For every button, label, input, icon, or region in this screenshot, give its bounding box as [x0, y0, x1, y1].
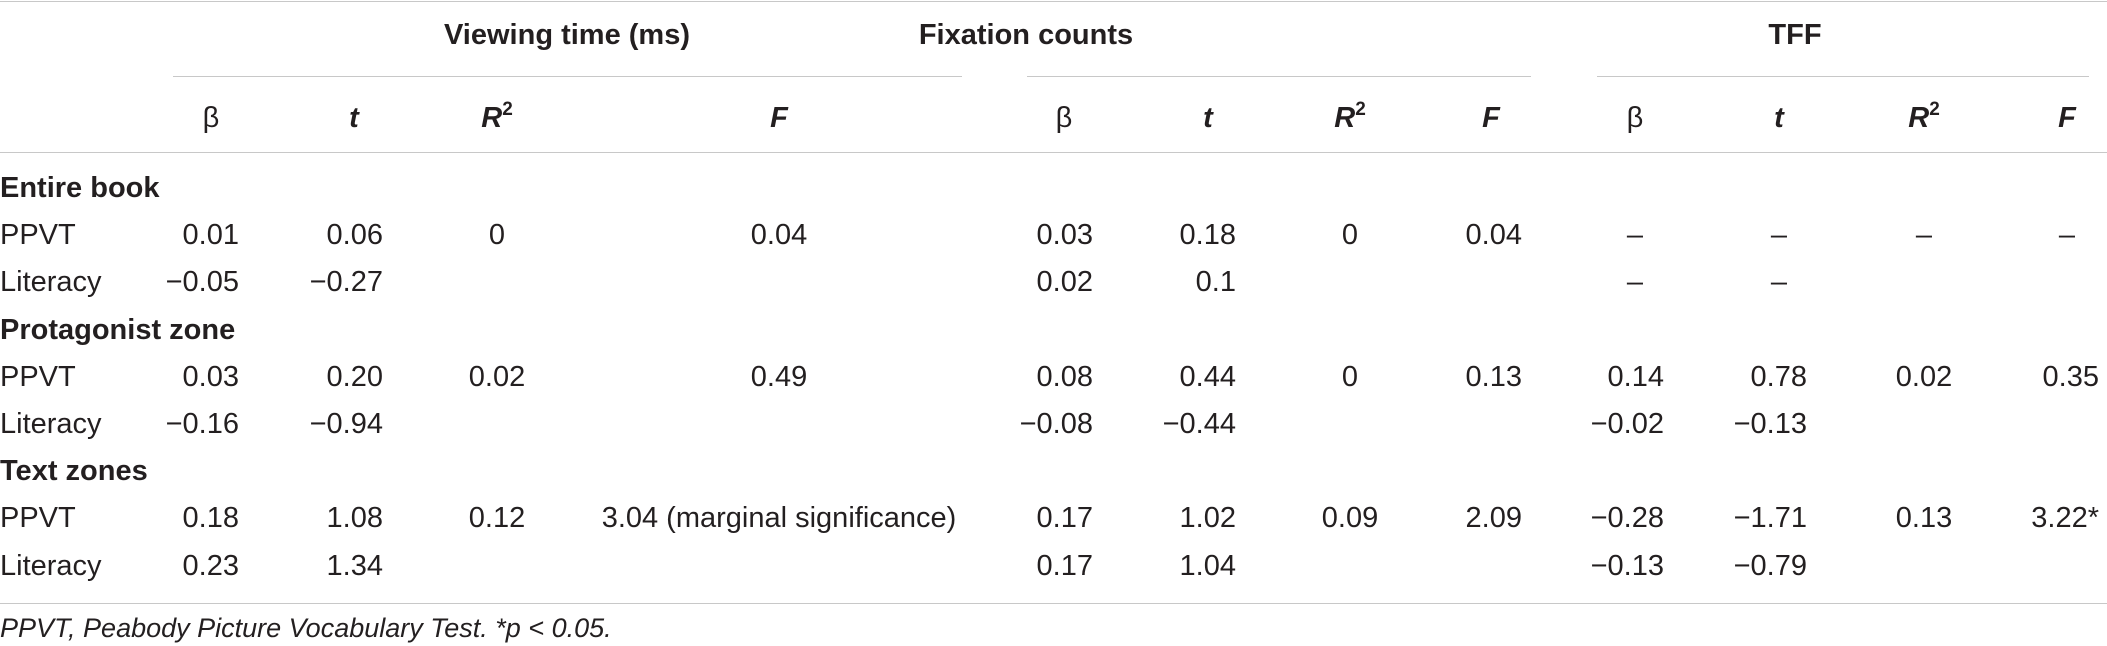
- table-cell: –: [1626, 266, 1644, 298]
- header-bottom-rule: [0, 152, 2107, 153]
- table-cell: 0.06: [326, 219, 383, 251]
- column-header-beta: β: [1626, 102, 1644, 134]
- group-header-tff: TFF: [1768, 19, 1822, 51]
- table-cell: 0: [1341, 219, 1359, 251]
- row-label: PPVT: [0, 219, 76, 251]
- table-cell: 1.04: [1179, 550, 1236, 582]
- table-cell: 0.08: [1036, 361, 1093, 393]
- table-cell: –: [1915, 219, 1933, 251]
- table-cell: 1.02: [1179, 502, 1236, 534]
- table-cell: 0.49: [750, 361, 808, 393]
- table-cell: –: [1770, 219, 1788, 251]
- table-cell: 0.04: [750, 219, 808, 251]
- table-cell: 0.20: [326, 361, 383, 393]
- table-cell: −1.71: [1733, 502, 1807, 534]
- table-cell: 0.04: [1465, 219, 1522, 251]
- row-label: Literacy: [0, 408, 102, 440]
- column-header-beta: β: [1055, 102, 1073, 134]
- table-cell: 0.09: [1321, 502, 1379, 534]
- table-cell: 0: [1341, 361, 1359, 393]
- table-cell: 0.02: [1895, 361, 1953, 393]
- table-cell: 0.02: [468, 361, 526, 393]
- row-label: PPVT: [0, 502, 76, 534]
- table-cell: 0.13: [1465, 361, 1522, 393]
- column-header-f: F: [770, 102, 788, 134]
- table-cell: 2.09: [1465, 502, 1522, 534]
- section-title: Text zones: [0, 455, 148, 487]
- table-cell: −0.08: [1019, 408, 1093, 440]
- table-cell: 0.18: [182, 502, 239, 534]
- column-header-beta: β: [202, 102, 220, 134]
- column-header-r-squared: R2: [1334, 99, 1366, 134]
- table-bottom-rule: [0, 603, 2107, 604]
- table-cell: 0.01: [182, 219, 239, 251]
- column-header-r-squared: R2: [481, 99, 513, 134]
- table-cell: 0.02: [1036, 266, 1093, 298]
- table-cell: –: [2058, 219, 2076, 251]
- table-cell: 0.17: [1036, 550, 1093, 582]
- group-header-fixation-counts: Fixation counts: [918, 19, 1134, 51]
- table-cell: 0.17: [1036, 502, 1093, 534]
- column-header-f: F: [1482, 102, 1500, 134]
- table-footnote: PPVT, Peabody Picture Vocabulary Test. *…: [0, 613, 612, 643]
- table-cell: 0.03: [182, 361, 239, 393]
- group-underline-viewing: [173, 76, 962, 77]
- table-cell: −0.44: [1162, 408, 1236, 440]
- row-label: Literacy: [0, 550, 102, 582]
- row-label: PPVT: [0, 361, 76, 393]
- table-cell: −0.13: [1590, 550, 1664, 582]
- table-cell: 0.13: [1895, 502, 1953, 534]
- table-cell: 0.44: [1179, 361, 1236, 393]
- table-cell: –: [1626, 219, 1644, 251]
- group-underline-tff: [1597, 76, 2089, 77]
- table-cell: −0.16: [165, 408, 239, 440]
- table-cell: 0.78: [1750, 361, 1807, 393]
- table-cell: 3.04 (marginal significance): [601, 502, 957, 534]
- table-cell: 0.1: [1195, 266, 1236, 298]
- table-cell: 1.08: [326, 502, 383, 534]
- table-cell: 0: [488, 219, 506, 251]
- table-cell: −0.94: [309, 408, 383, 440]
- column-header-t: t: [349, 102, 359, 134]
- table-cell: −0.28: [1590, 502, 1664, 534]
- table-cell: 0.14: [1607, 361, 1664, 393]
- table-cell: 0.23: [182, 550, 239, 582]
- table-cell: −0.02: [1590, 408, 1664, 440]
- column-header-t: t: [1203, 102, 1213, 134]
- table-cell: 0.35: [2042, 361, 2099, 393]
- section-title: Protagonist zone: [0, 314, 236, 346]
- table-cell: 0.03: [1036, 219, 1093, 251]
- column-header-f: F: [2058, 102, 2076, 134]
- section-title: Entire book: [0, 172, 160, 204]
- row-label: Literacy: [0, 266, 102, 298]
- table-cell: −0.79: [1733, 550, 1807, 582]
- column-header-t: t: [1774, 102, 1784, 134]
- table-top-rule: [0, 1, 2107, 2]
- group-underline-fixation: [1027, 76, 1531, 77]
- table-cell: –: [1770, 266, 1788, 298]
- table-cell: 1.34: [326, 550, 383, 582]
- table-cell: 3.22*: [2031, 502, 2099, 534]
- group-header-viewing-time: Viewing time (ms): [443, 19, 691, 51]
- table-cell: 0.12: [468, 502, 526, 534]
- table-cell: −0.05: [165, 266, 239, 298]
- table-cell: −0.27: [309, 266, 383, 298]
- table-cell: −0.13: [1733, 408, 1807, 440]
- column-header-r-squared: R2: [1908, 99, 1940, 134]
- table-cell: 0.18: [1179, 219, 1236, 251]
